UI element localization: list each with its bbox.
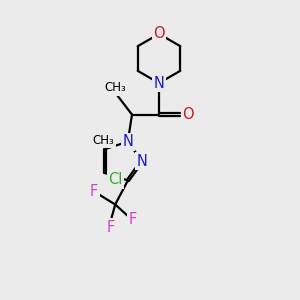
Text: CH₃: CH₃: [104, 81, 126, 94]
Text: N: N: [154, 76, 164, 91]
Text: F: F: [106, 220, 115, 235]
Text: N: N: [122, 134, 133, 149]
Text: F: F: [129, 212, 137, 227]
Text: N: N: [136, 154, 147, 169]
Text: CH₃: CH₃: [93, 134, 114, 147]
Text: F: F: [90, 184, 98, 199]
Text: Cl: Cl: [108, 172, 123, 187]
Text: O: O: [153, 26, 165, 41]
Text: O: O: [183, 107, 194, 122]
